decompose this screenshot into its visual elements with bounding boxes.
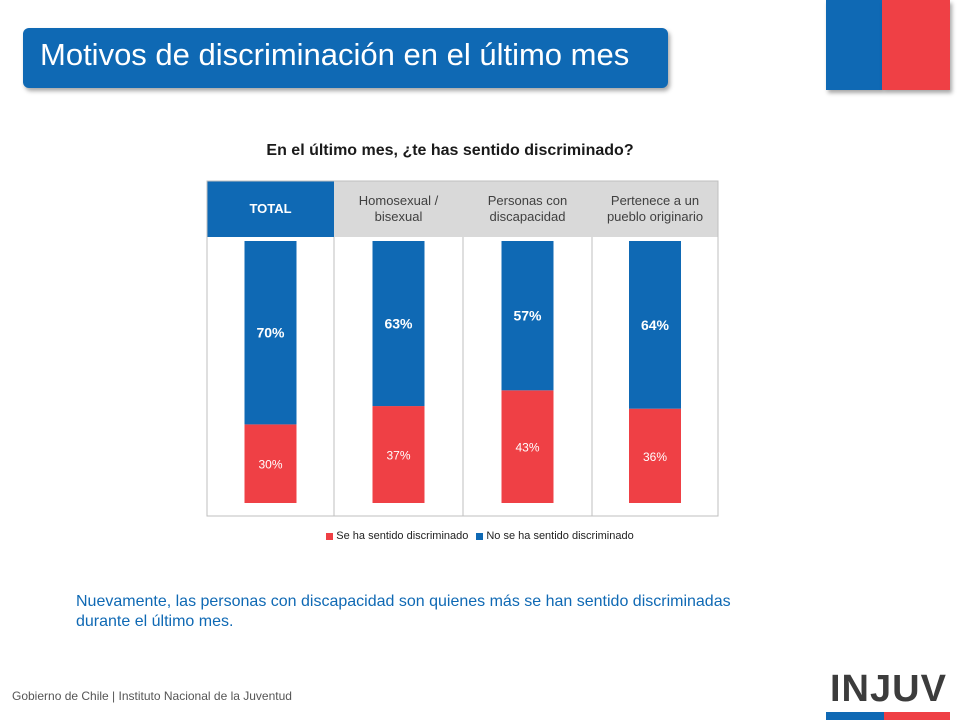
- title-banner: Motivos de discriminación en el último m…: [23, 28, 668, 88]
- footer-text: Gobierno de Chile | Instituto Nacional d…: [12, 689, 292, 703]
- legend-item-no-discriminado: No se ha sentido discriminado: [476, 530, 634, 542]
- summary-text: Nuevamente, las personas con discapacida…: [76, 593, 731, 630]
- chart-legend: Se ha sentido discriminado No se ha sent…: [0, 530, 960, 542]
- logo-bar-red: [884, 712, 950, 720]
- injuv-logo: INJUV: [830, 668, 947, 710]
- bar-segment-discriminado: [629, 408, 681, 503]
- legend-swatch-red: [326, 532, 334, 540]
- legend-label: Se ha sentido discriminado: [336, 530, 469, 542]
- data-label: 30%: [258, 458, 282, 472]
- flag-blue-stripe: [826, 0, 882, 90]
- header-cell-total: TOTAL: [207, 181, 334, 237]
- header-cell-pueblo-originario: Pertenece a un pueblo originario: [592, 181, 718, 237]
- data-label: 43%: [515, 441, 539, 455]
- chart-title: En el último mes, ¿te has sentido discri…: [266, 142, 634, 159]
- data-label: 57%: [513, 308, 542, 324]
- data-label: 37%: [386, 449, 410, 463]
- bar-segment-no-discriminado: [501, 241, 554, 391]
- header-cell-homosexual: Homosexual / bisexual: [334, 181, 463, 237]
- legend-swatch-blue: [476, 532, 484, 540]
- data-label: 70%: [256, 325, 285, 341]
- header-cell-discapacidad: Personas con discapacidad: [463, 181, 592, 237]
- page-title: Motivos de discriminación en el último m…: [40, 37, 630, 72]
- legend-label: No se ha sentido discriminado: [486, 530, 634, 542]
- bar-segment-discriminado: [501, 390, 554, 503]
- data-label: 63%: [384, 316, 413, 332]
- bar-segment-discriminado: [372, 406, 425, 503]
- logo-bar-blue: [826, 712, 884, 720]
- bar-segment-discriminado: [244, 424, 297, 503]
- legend-item-discriminado: Se ha sentido discriminado: [326, 530, 468, 542]
- bar-segment-no-discriminado: [244, 241, 297, 425]
- data-label: 64%: [641, 317, 670, 333]
- data-label: 36%: [643, 450, 667, 464]
- bar-segment-no-discriminado: [629, 241, 681, 409]
- flag-red-stripe: [882, 0, 950, 90]
- bar-segment-no-discriminado: [372, 241, 425, 407]
